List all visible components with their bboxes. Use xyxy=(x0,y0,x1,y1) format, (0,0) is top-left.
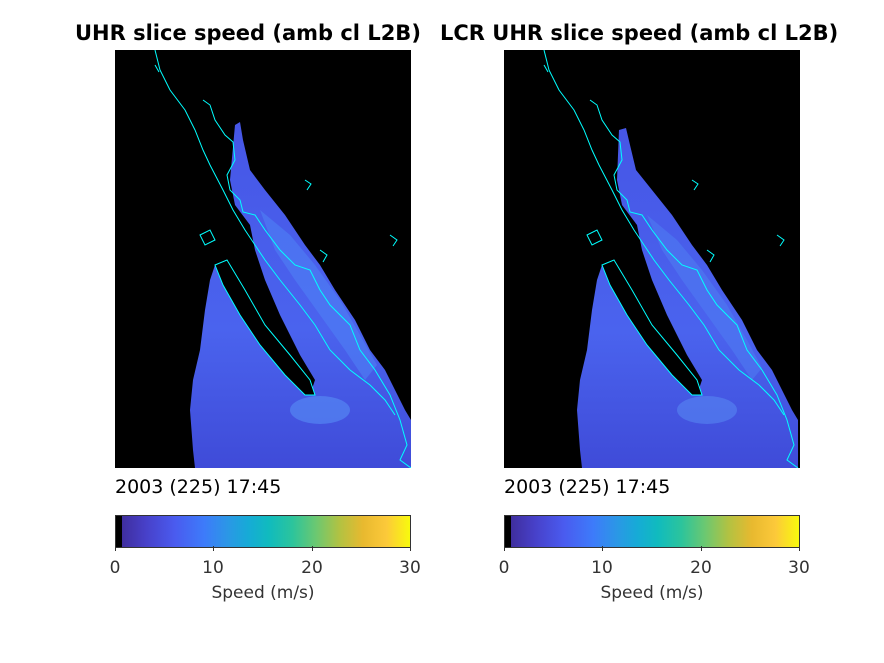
colorbar-tick xyxy=(213,546,214,551)
colorbar-gradient xyxy=(504,515,800,548)
gulf-bright-spot xyxy=(677,396,737,424)
panel-1-wind-speed-map xyxy=(115,50,411,468)
colorbar-tick xyxy=(115,546,116,551)
gulf-bright-band xyxy=(647,215,762,380)
gulf-bright-spot xyxy=(290,396,350,424)
colorbar-tick-label: 30 xyxy=(399,558,421,578)
colorbar-tick-label: 10 xyxy=(591,558,613,578)
colorbar-label: Speed (m/s) xyxy=(600,583,704,603)
colorbar-tick xyxy=(312,546,313,551)
panel-1-timestamp: 2003 (225) 17:45 xyxy=(115,476,282,498)
peninsula-land xyxy=(215,260,315,395)
colorbar-label: Speed (m/s) xyxy=(211,583,315,603)
colorbar-gradient xyxy=(115,515,411,548)
panel-2-map-svg xyxy=(543,50,799,468)
colorbar-tick-label: 0 xyxy=(498,558,510,578)
colorbar-tick xyxy=(410,546,411,551)
panel-1-colorbar: 0 10 20 30 Speed (m/s) xyxy=(110,515,421,605)
panel-2-timestamp: 2003 (225) 17:45 xyxy=(504,476,671,498)
panel-2-wind-speed-map xyxy=(504,50,800,468)
gulf-speed-region xyxy=(190,122,411,468)
colorbar-tick-label: 0 xyxy=(109,558,121,578)
panel-1-map-svg xyxy=(154,50,411,468)
panel-2-colorbar: 0 10 20 30 Speed (m/s) xyxy=(499,515,810,605)
colorbar-tick-label: 10 xyxy=(202,558,224,578)
colorbar-tick xyxy=(602,546,603,551)
colorbar-tick-label: 30 xyxy=(788,558,810,578)
colorbar-tick xyxy=(701,546,702,551)
colorbar-tick-label: 20 xyxy=(690,558,712,578)
colorbar-tick xyxy=(504,546,505,551)
coastline xyxy=(154,50,411,468)
colorbar-tick xyxy=(799,546,800,551)
peninsula-land xyxy=(602,260,702,395)
coastline xyxy=(543,50,799,468)
panel-2-title: LCR UHR slice speed (amb cl L2B) xyxy=(440,21,839,45)
gulf-bright-band xyxy=(260,210,377,380)
colorbar-tick-label: 20 xyxy=(301,558,323,578)
panel-1-title: UHR slice speed (amb cl L2B) xyxy=(75,21,421,45)
